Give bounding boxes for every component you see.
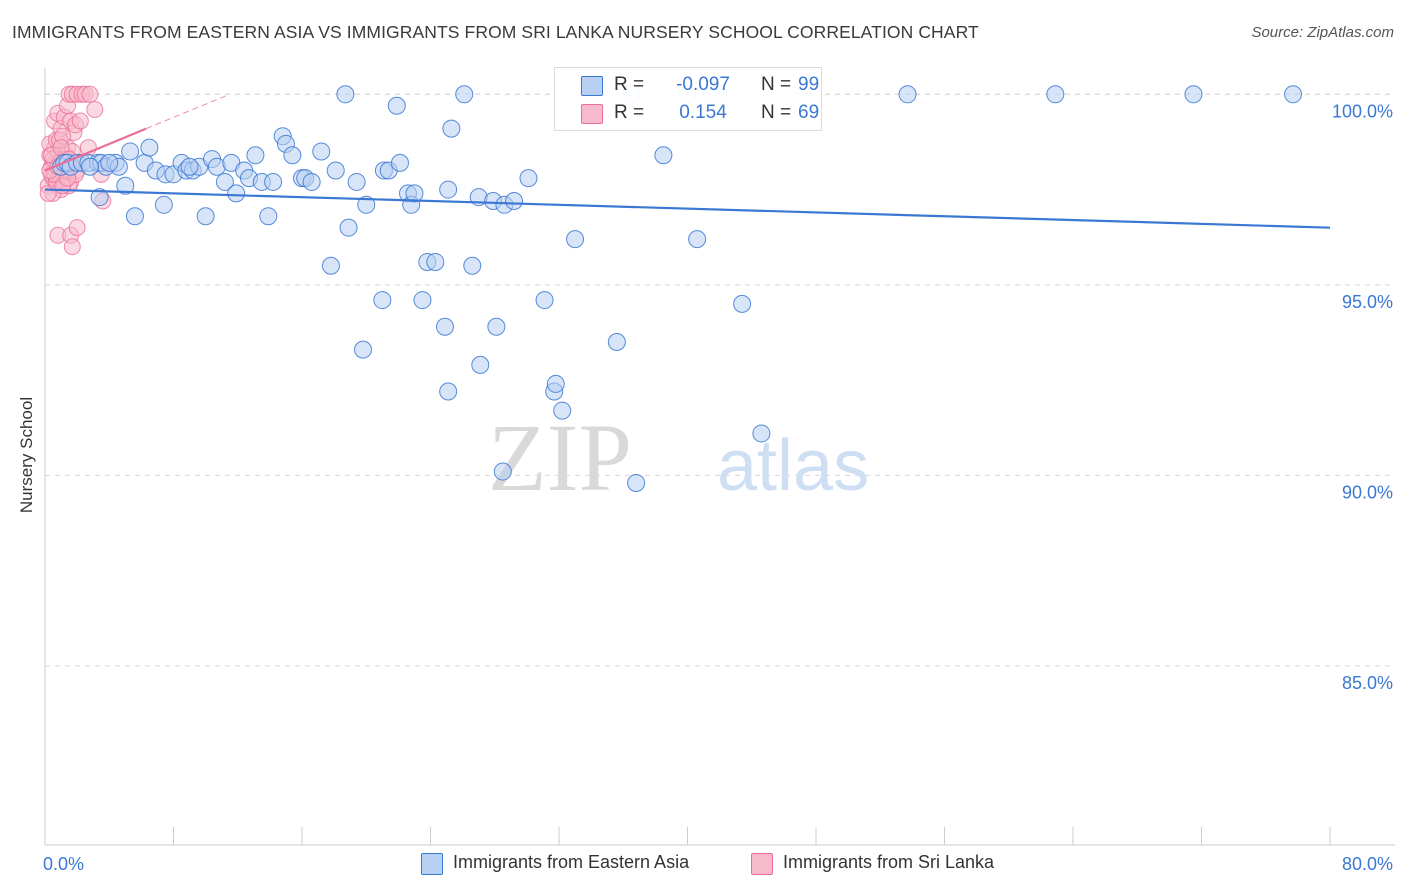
r-key: R =	[614, 74, 645, 95]
blue-swatch	[421, 853, 443, 875]
eastern-asia-point	[463, 256, 482, 275]
eastern-asia-point	[519, 169, 538, 188]
eastern-asia-point	[373, 291, 392, 310]
eastern-asia-point	[140, 138, 159, 157]
r-key: R =	[614, 102, 645, 123]
watermark-atlas: atlas	[717, 426, 869, 506]
eastern-asia-point	[80, 157, 99, 176]
stats-legend: R = -0.097 N = 99 R = 0.154 N = 69	[554, 67, 822, 131]
eastern-asia-point	[405, 184, 424, 203]
n-key: N =	[761, 102, 792, 123]
y-tick-label: 85.0%	[1342, 673, 1393, 693]
eastern-asia-point	[196, 207, 215, 226]
eastern-asia-point	[566, 230, 585, 249]
eastern-asia-point	[553, 401, 572, 420]
eastern-asia-point	[1046, 85, 1065, 104]
watermark-zip: ZIP	[488, 404, 632, 511]
eastern-asia-point	[439, 382, 458, 401]
eastern-asia-point	[227, 184, 246, 203]
n-value: 69	[798, 102, 820, 123]
eastern-asia-point	[116, 176, 135, 195]
chart-title: IMMIGRANTS FROM EASTERN ASIA VS IMMIGRAN…	[12, 22, 979, 42]
sri-lanka-trend-extension	[146, 93, 230, 130]
eastern-asia-point	[125, 207, 144, 226]
r-value: -0.097	[676, 74, 730, 95]
eastern-asia-point	[442, 119, 461, 138]
eastern-asia-point	[312, 142, 331, 161]
eastern-asia-point	[752, 424, 771, 443]
eastern-asia-point	[654, 146, 673, 165]
eastern-asia-point	[1184, 85, 1203, 104]
eastern-asia-trend-line	[44, 188, 1331, 229]
sri-lanka-point	[63, 238, 81, 256]
eastern-asia-point	[259, 207, 278, 226]
eastern-asia-point	[100, 153, 119, 172]
eastern-asia-point	[607, 332, 626, 351]
eastern-asia-point	[357, 195, 376, 214]
eastern-asia-point	[387, 96, 406, 115]
y-tick-labels: 100.0% 95.0% 90.0% 85.0%	[1332, 101, 1393, 693]
eastern-asia-point	[354, 340, 373, 359]
eastern-asia-point	[302, 172, 321, 191]
eastern-asia-point	[439, 180, 458, 199]
pink-swatch	[751, 853, 773, 875]
eastern-asia-point	[487, 317, 506, 336]
sri-lanka-point	[71, 112, 89, 130]
source-label: Source: ZipAtlas.com	[1251, 24, 1394, 41]
legend-label: Immigrants from Sri Lanka	[783, 852, 995, 872]
x-tick-label-min: 0.0%	[43, 854, 84, 874]
eastern-asia-point	[336, 85, 355, 104]
eastern-asia-point	[90, 188, 109, 207]
eastern-asia-point	[688, 230, 707, 249]
y-tick-label: 100.0%	[1332, 101, 1393, 121]
eastern-asia-point	[413, 291, 432, 310]
sri-lanka-point	[86, 101, 104, 119]
trend-lines	[44, 93, 1331, 229]
eastern-asia-point	[180, 157, 199, 176]
eastern-asia-point	[535, 291, 554, 310]
blue-swatch	[581, 76, 603, 96]
eastern-asia-point	[339, 218, 358, 237]
eastern-asia-point	[435, 317, 454, 336]
eastern-asia-point	[1284, 85, 1303, 104]
eastern-asia-point	[471, 355, 490, 374]
eastern-asia-point	[246, 146, 265, 165]
legend-label: Immigrants from Eastern Asia	[453, 852, 690, 872]
eastern-asia-point	[264, 172, 283, 191]
y-axis-label: Nursery School	[17, 396, 36, 514]
eastern-asia-point	[283, 146, 302, 165]
eastern-asia-point	[426, 252, 445, 271]
n-value: 99	[798, 74, 820, 95]
sri-lanka-trend-line	[44, 127, 147, 172]
eastern-asia-point	[321, 256, 340, 275]
sri-lanka-point	[81, 85, 99, 103]
eastern-asia-point	[733, 294, 752, 313]
eastern-asia-point	[154, 195, 173, 214]
n-key: N =	[761, 74, 792, 95]
r-value: 0.154	[679, 102, 727, 123]
eastern-asia-point	[326, 161, 345, 180]
watermark: ZIP atlas	[488, 404, 869, 511]
eastern-asia-point	[546, 374, 565, 393]
y-tick-label: 90.0%	[1342, 482, 1393, 502]
eastern-asia-point	[455, 85, 474, 104]
eastern-asia-point	[390, 153, 409, 172]
sri-lanka-point	[68, 219, 86, 237]
eastern-asia-point	[215, 172, 234, 191]
eastern-asia-point	[627, 473, 646, 492]
eastern-asia-point	[493, 462, 512, 481]
y-tick-label: 95.0%	[1342, 292, 1393, 312]
eastern-asia-point	[121, 142, 140, 161]
x-tick-labels: 0.0% 80.0%	[43, 854, 1393, 874]
eastern-asia-point	[898, 85, 917, 104]
x-tick-label-max: 80.0%	[1342, 854, 1393, 874]
eastern-asia-point	[347, 172, 366, 191]
series-eastern-asia-points	[52, 85, 1303, 492]
pink-swatch	[581, 104, 603, 124]
eastern-asia-point	[505, 191, 524, 210]
